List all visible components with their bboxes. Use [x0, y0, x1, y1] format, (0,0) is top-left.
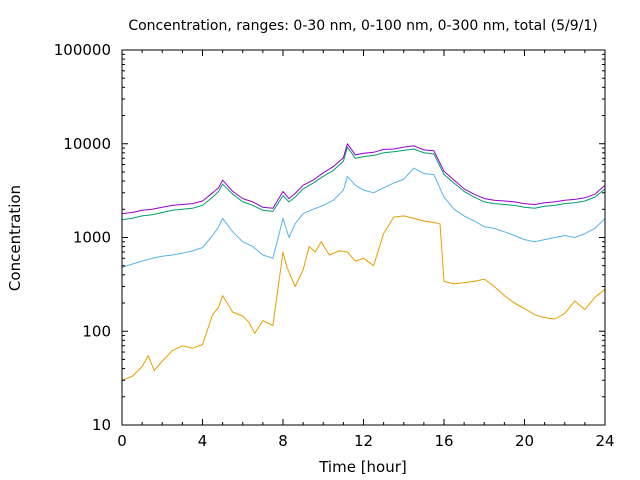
y-axis-label: Concentration: [6, 185, 24, 291]
x-tick-label: 16: [434, 432, 453, 450]
y-tick-label: 1000: [73, 229, 111, 247]
y-axis: 10 100 1000 10000 100000: [54, 41, 605, 434]
y-tick-label: 10: [92, 416, 111, 434]
series-line-2: [121, 167, 606, 268]
x-tick-label: 4: [198, 432, 208, 450]
y-tick-label: 100000: [54, 41, 111, 59]
x-tick-label: 0: [117, 432, 127, 450]
x-tick-label: 20: [515, 432, 534, 450]
series-layer: [121, 143, 606, 381]
series-line-3: [121, 146, 606, 221]
x-axis-label: Time [hour]: [318, 458, 407, 476]
x-tick-label: 8: [278, 432, 288, 450]
chart-title: Concentration, ranges: 0-30 nm, 0-100 nm…: [128, 18, 597, 34]
series-line-1: [121, 215, 606, 381]
series-line-4: [121, 143, 606, 215]
x-axis: 0 4 8 12 16 20 24: [117, 50, 615, 450]
y-tick-label: 10000: [63, 135, 111, 153]
x-tick-label: 24: [595, 432, 614, 450]
x-tick-label: 12: [354, 432, 373, 450]
y-tick-label: 100: [82, 322, 111, 340]
plot-frame: [121, 49, 606, 426]
